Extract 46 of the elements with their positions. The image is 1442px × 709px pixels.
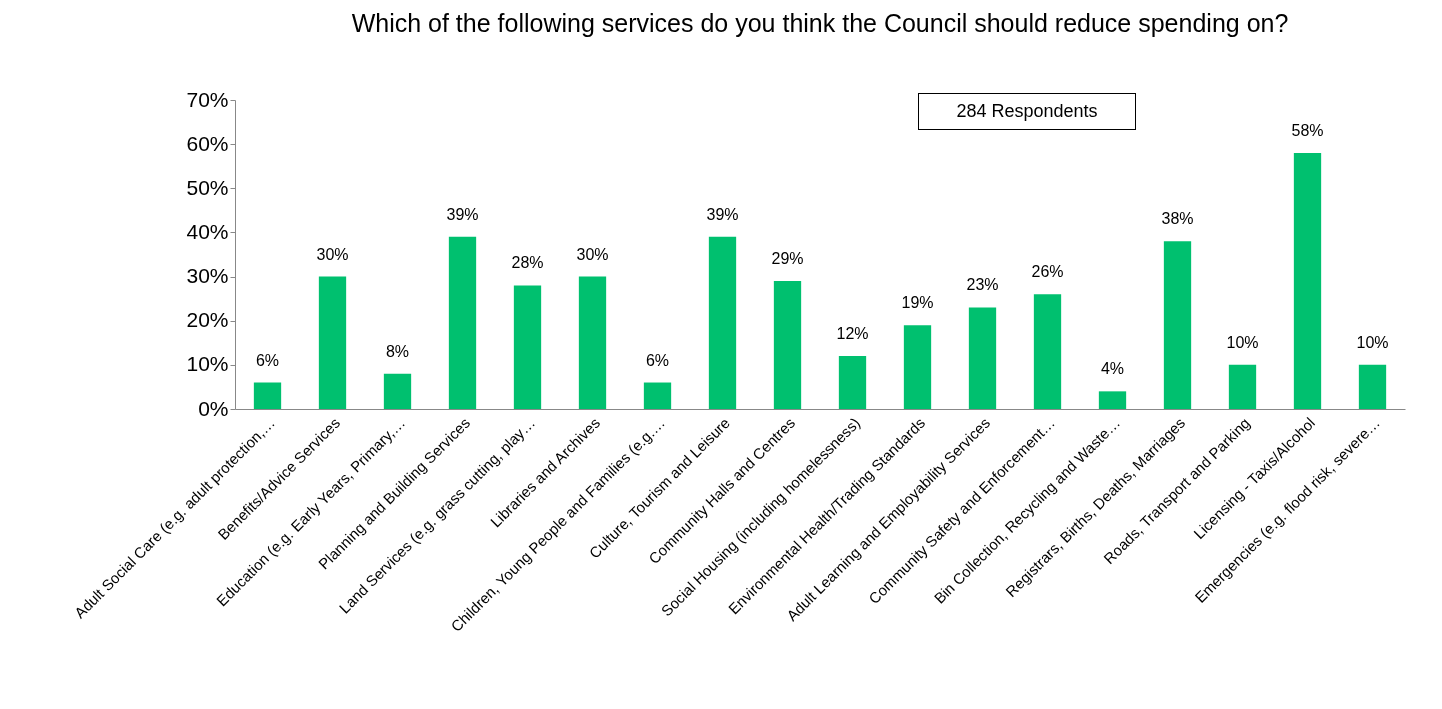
data-label: 6% — [255, 351, 280, 369]
data-label: 10% — [1226, 333, 1259, 351]
data-label: 6% — [645, 351, 670, 369]
y-tick-label: 60% — [186, 131, 229, 155]
y-tick-label: 20% — [186, 308, 229, 332]
bar — [1033, 294, 1062, 409]
y-tick-label: 0% — [198, 396, 229, 420]
bar — [838, 356, 867, 409]
data-label: 4% — [1100, 360, 1125, 378]
y-tick-label: 40% — [186, 219, 229, 243]
bar — [1163, 241, 1192, 409]
bar — [513, 285, 542, 409]
y-tick-label: 10% — [186, 352, 229, 376]
annotation: 284 Respondents — [918, 93, 1136, 130]
data-label: 29% — [771, 249, 804, 267]
data-label: 10% — [1356, 333, 1389, 351]
data-label: 26% — [1031, 263, 1064, 281]
bar — [968, 307, 997, 409]
bar — [383, 373, 412, 409]
bar — [578, 276, 607, 409]
bar — [708, 236, 737, 409]
y-tick-label: 50% — [186, 175, 229, 199]
bar — [1098, 391, 1127, 409]
data-label: 38% — [1161, 210, 1194, 228]
data-label: 58% — [1291, 121, 1324, 139]
bar — [253, 382, 282, 409]
bar — [318, 276, 347, 409]
data-label: 23% — [966, 276, 999, 294]
bar — [1228, 364, 1257, 409]
bar — [773, 280, 802, 409]
chart-title: Which of the following services do you think the Council should reduce spending on? — [351, 9, 1289, 37]
y-tick-label: 70% — [186, 87, 229, 111]
data-label: 19% — [901, 294, 934, 312]
bar — [1293, 152, 1322, 409]
data-label: 28% — [511, 254, 544, 272]
data-label: 39% — [706, 205, 739, 223]
bar — [1358, 364, 1387, 409]
data-label: 12% — [836, 325, 869, 343]
data-label: 30% — [576, 245, 609, 263]
y-tick-label: 30% — [186, 264, 229, 288]
bar — [448, 236, 477, 409]
data-label: 39% — [446, 205, 479, 223]
bar — [903, 325, 932, 409]
data-label: 8% — [385, 342, 410, 360]
data-label: 30% — [316, 245, 349, 263]
bar — [643, 382, 672, 409]
